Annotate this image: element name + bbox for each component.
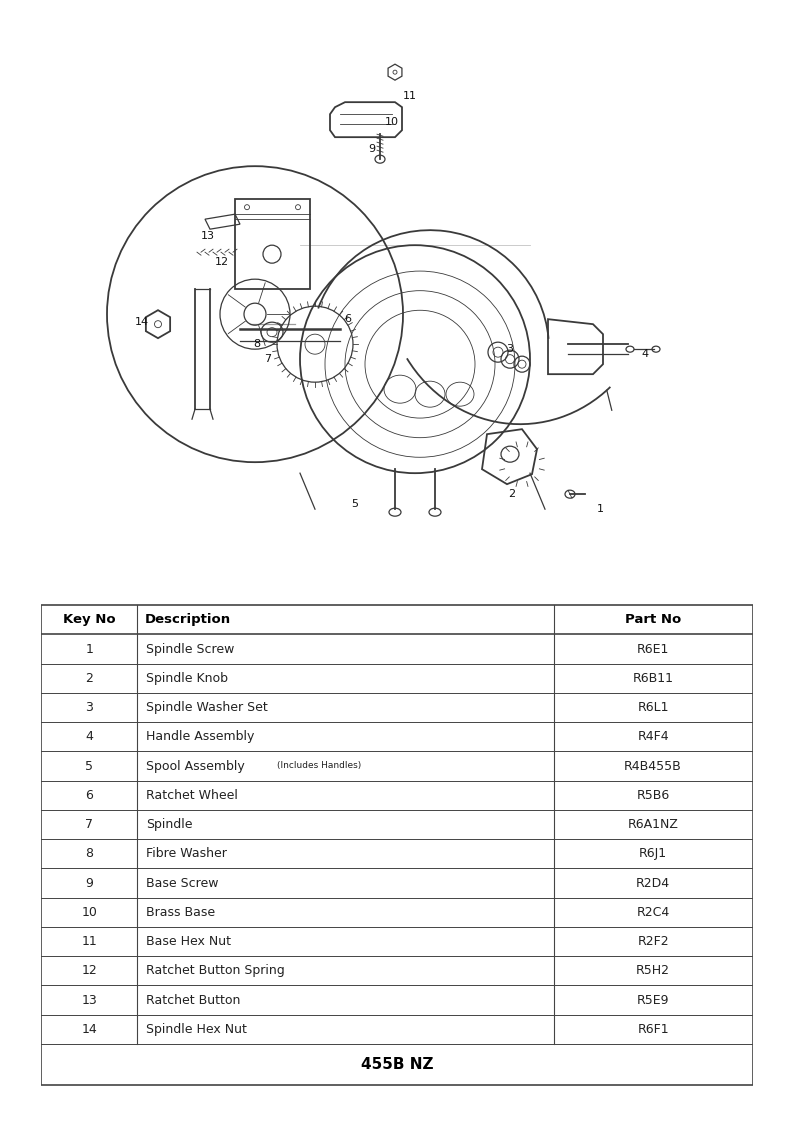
Text: Fibre Washer: Fibre Washer <box>146 848 227 860</box>
Text: 6: 6 <box>345 314 352 325</box>
Text: R4F4: R4F4 <box>638 730 669 743</box>
Text: 1: 1 <box>86 642 93 656</box>
Text: R6A1NZ: R6A1NZ <box>628 818 679 831</box>
Text: Ratchet Button Spring: Ratchet Button Spring <box>146 965 284 977</box>
Text: 5: 5 <box>352 499 359 509</box>
Text: 4: 4 <box>642 349 649 359</box>
Text: R6J1: R6J1 <box>639 848 667 860</box>
Text: R5H2: R5H2 <box>636 965 670 977</box>
Text: R6F1: R6F1 <box>638 1023 669 1035</box>
Text: R4B455B: R4B455B <box>624 759 682 773</box>
Text: 5: 5 <box>85 759 94 773</box>
Text: 11: 11 <box>403 91 417 101</box>
Text: 9: 9 <box>86 877 93 889</box>
Text: 1: 1 <box>596 504 603 514</box>
Text: 7: 7 <box>85 818 94 831</box>
Text: R2D4: R2D4 <box>636 877 670 889</box>
Text: 11: 11 <box>82 935 97 948</box>
Text: Ratchet Wheel: Ratchet Wheel <box>146 788 237 802</box>
Text: Part No: Part No <box>625 613 681 627</box>
Text: Spool Assembly: Spool Assembly <box>146 759 249 773</box>
Text: 9: 9 <box>368 144 376 154</box>
Text: 6: 6 <box>86 788 93 802</box>
Text: 13: 13 <box>201 231 215 241</box>
Text: 13: 13 <box>82 994 97 1006</box>
Text: Description: Description <box>145 613 230 627</box>
Text: Spindle Washer Set: Spindle Washer Set <box>146 701 268 714</box>
Text: 10: 10 <box>385 117 399 127</box>
Text: Base Screw: Base Screw <box>146 877 218 889</box>
Text: 455B NZ: 455B NZ <box>360 1057 434 1072</box>
Text: 2: 2 <box>86 672 93 685</box>
Text: 7: 7 <box>264 354 272 364</box>
Text: Spindle: Spindle <box>146 818 192 831</box>
Text: Spindle Screw: Spindle Screw <box>146 642 234 656</box>
Bar <box>235 199 310 289</box>
Text: R2F2: R2F2 <box>638 935 669 948</box>
Text: Brass Base: Brass Base <box>146 906 215 919</box>
Text: R5E9: R5E9 <box>637 994 669 1006</box>
Text: R6B11: R6B11 <box>633 672 673 685</box>
Text: 8: 8 <box>85 848 94 860</box>
Text: 8: 8 <box>253 339 260 349</box>
Text: Key No: Key No <box>63 613 116 627</box>
Text: 10: 10 <box>81 906 97 919</box>
Text: Spindle Knob: Spindle Knob <box>146 672 228 685</box>
Text: 14: 14 <box>82 1023 97 1035</box>
Text: 14: 14 <box>135 317 149 327</box>
Text: Base Hex Nut: Base Hex Nut <box>146 935 231 948</box>
Text: R6L1: R6L1 <box>638 701 669 714</box>
Text: R5B6: R5B6 <box>637 788 669 802</box>
Text: 3: 3 <box>507 344 514 354</box>
Text: Spindle Hex Nut: Spindle Hex Nut <box>146 1023 247 1035</box>
Text: R2C4: R2C4 <box>637 906 669 919</box>
Text: Ratchet Button: Ratchet Button <box>146 994 241 1006</box>
Text: (Includes Handles): (Includes Handles) <box>277 761 362 770</box>
Text: 3: 3 <box>86 701 93 714</box>
Text: 12: 12 <box>215 257 229 267</box>
Text: 12: 12 <box>82 965 97 977</box>
Text: Handle Assembly: Handle Assembly <box>146 730 254 743</box>
Text: R6E1: R6E1 <box>637 642 669 656</box>
Text: 4: 4 <box>86 730 93 743</box>
Text: 2: 2 <box>508 490 515 499</box>
